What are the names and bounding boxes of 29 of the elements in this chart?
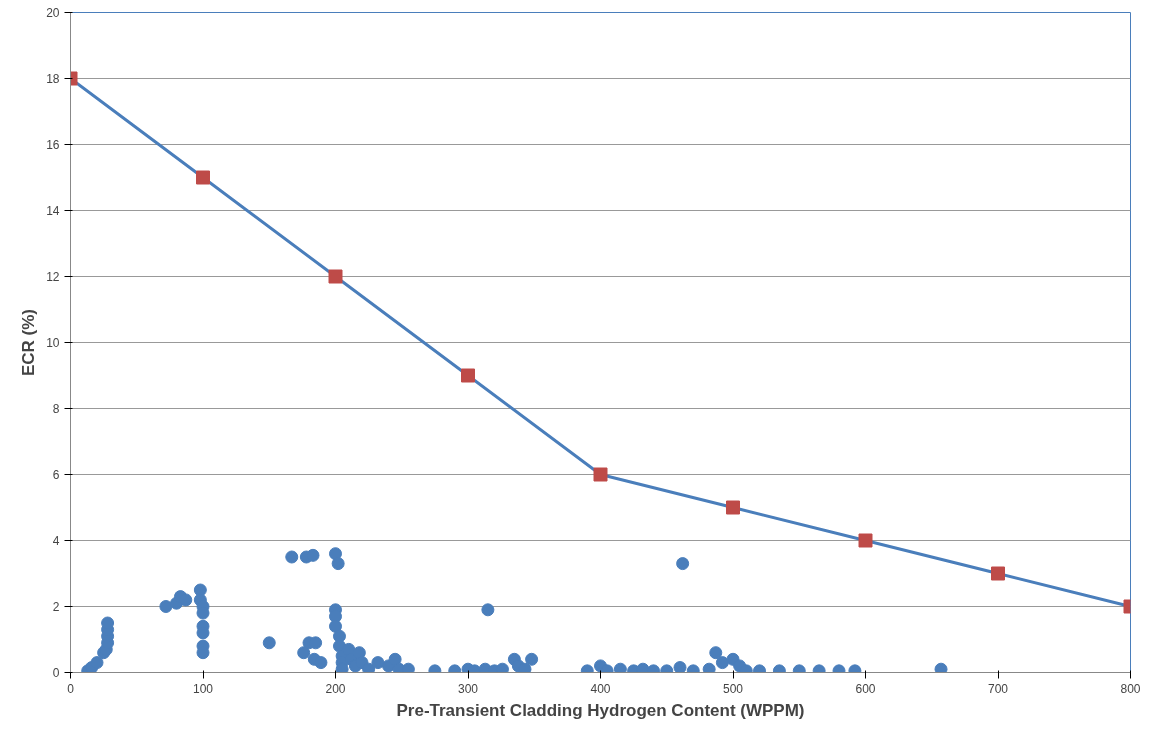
x-tick-label: 300 <box>457 681 479 696</box>
point <box>593 467 608 482</box>
y-tick-label: 20 <box>46 6 60 20</box>
y-tick-label: 8 <box>52 402 60 416</box>
x-tick-label: 500 <box>722 681 744 696</box>
y-tick-label: 18 <box>46 72 60 86</box>
y-tick-label: 6 <box>52 468 60 482</box>
y-tick-label: 0 <box>52 666 60 680</box>
x-tick-label: 400 <box>590 681 611 696</box>
y-tick-label: 2 <box>52 600 60 614</box>
y-tick-label: 14 <box>46 204 60 218</box>
point <box>196 170 210 185</box>
y-tick-label: 16 <box>46 138 60 152</box>
point <box>726 500 740 515</box>
y-axis-title: ECR (%) <box>19 308 39 377</box>
x-tick-label: 800 <box>1120 681 1141 696</box>
x-tick-label: 0 <box>67 681 75 696</box>
point <box>461 368 475 383</box>
y-tick-label: 10 <box>46 336 60 350</box>
point <box>858 533 873 548</box>
x-axis-title: Pre-Transient Cladding Hydrogen Content (WPPM) <box>396 700 805 720</box>
point <box>328 269 343 284</box>
x-tick-label: 100 <box>192 681 214 696</box>
y-tick-label: 12 <box>46 270 60 284</box>
x-tick-label: 700 <box>987 681 1009 696</box>
point <box>991 566 1005 581</box>
x-tick-label: 600 <box>855 681 876 696</box>
y-tick-label: 4 <box>52 534 60 548</box>
x-tick-label: 200 <box>325 681 346 696</box>
